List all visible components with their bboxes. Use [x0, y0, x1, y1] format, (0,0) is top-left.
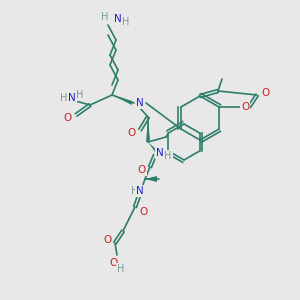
Text: H: H — [101, 12, 109, 22]
Text: N: N — [114, 14, 122, 24]
Text: O: O — [64, 113, 72, 123]
Polygon shape — [112, 95, 132, 105]
Text: O: O — [261, 88, 269, 98]
Text: N: N — [136, 186, 144, 196]
Text: H: H — [122, 17, 130, 27]
Text: H: H — [117, 264, 125, 274]
Polygon shape — [148, 142, 158, 156]
Polygon shape — [145, 176, 157, 182]
Text: N: N — [156, 148, 164, 158]
Text: N: N — [68, 93, 76, 103]
Text: N: N — [136, 98, 144, 108]
Text: H: H — [76, 90, 84, 100]
Text: O: O — [138, 165, 146, 175]
Text: H: H — [131, 186, 139, 196]
Text: O: O — [241, 102, 249, 112]
Text: H: H — [60, 93, 68, 103]
Text: O: O — [103, 235, 111, 245]
Text: O: O — [109, 258, 117, 268]
Text: O: O — [128, 128, 136, 138]
Polygon shape — [146, 120, 150, 142]
Text: H: H — [164, 151, 172, 161]
Text: O: O — [139, 207, 147, 217]
